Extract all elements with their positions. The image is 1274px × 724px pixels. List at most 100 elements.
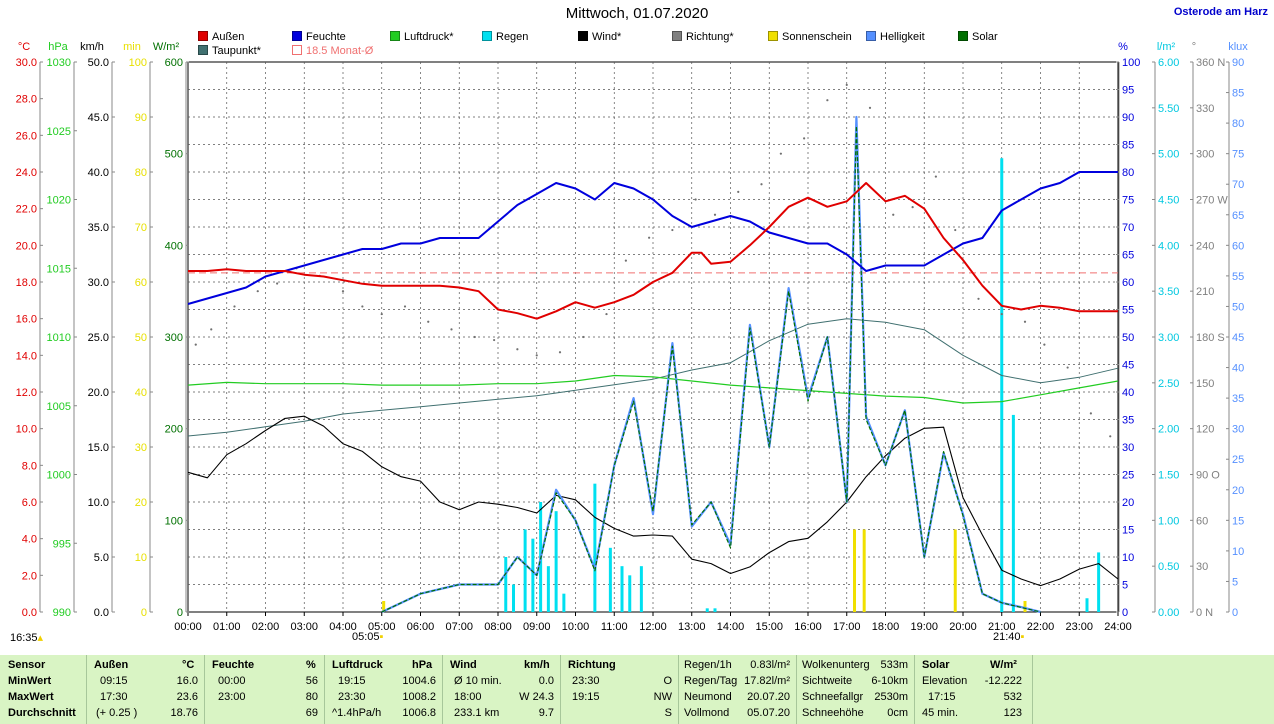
direction-tick-label: 360 N bbox=[1196, 57, 1225, 69]
direction-axis-unit: ° bbox=[1192, 41, 1196, 53]
direction-dot bbox=[694, 198, 697, 201]
direction-dot bbox=[276, 282, 279, 285]
direction-tick-label: 300 bbox=[1196, 149, 1214, 161]
direction-dot bbox=[535, 354, 538, 357]
legend-item-außen: Außen bbox=[198, 31, 244, 43]
sun-tick-label: 30 bbox=[135, 442, 147, 454]
sunshine-bar bbox=[853, 529, 856, 612]
pressure-tick-label: 1015 bbox=[47, 263, 71, 275]
x-tick-label: 17:00 bbox=[833, 621, 861, 633]
temp-tick-label: 22.0 bbox=[16, 204, 37, 216]
wind-tick-label: 45.0 bbox=[88, 112, 109, 124]
regen-label-tag: Regen/Tag bbox=[684, 675, 738, 687]
rain-bar bbox=[1000, 158, 1004, 612]
pressure-tick-label: 1010 bbox=[47, 332, 71, 344]
temp-tick-label: 30.0 bbox=[16, 57, 37, 69]
solar-tick-label: 100 bbox=[165, 515, 183, 527]
humidity-tick-label: 5 bbox=[1122, 580, 1128, 592]
weather-chart: 00:00 01:00 02:00 03:00 04:00 05:00 06:00 07:00… bbox=[16, 41, 1249, 633]
location-label[interactable]: Osterode am Harz bbox=[1173, 6, 1268, 18]
stats-table: Sensor MinWert MaxWert Durchschnitt Auße… bbox=[0, 655, 1274, 724]
wind-tick-label: 0.0 bbox=[94, 607, 109, 619]
sunrise-marker: 05:05▪ bbox=[352, 631, 384, 643]
humidity-tick-label: 20 bbox=[1122, 497, 1134, 509]
direction-dot bbox=[934, 175, 937, 178]
sun-tick-label: 80 bbox=[135, 167, 147, 179]
humidity-tick-label: 0 bbox=[1122, 607, 1128, 619]
brightness-tick-label: 65 bbox=[1232, 210, 1244, 222]
x-tick-label: 11:00 bbox=[601, 621, 628, 633]
sensor-header: Sensor bbox=[8, 659, 46, 671]
humidity-tick-label: 50 bbox=[1122, 332, 1134, 344]
legend-label: Solar bbox=[972, 31, 998, 43]
wind-line bbox=[187, 415, 1119, 587]
humidity-tick-label: 85 bbox=[1122, 140, 1134, 152]
x-tick-label: 18:00 bbox=[872, 621, 900, 633]
wolken-label-schneehoehe: Schneehöhe bbox=[802, 707, 864, 719]
humidity-tick-label: 60 bbox=[1122, 277, 1134, 289]
legend-item-richtung: Richtung* bbox=[672, 31, 734, 43]
luftdruck-header: Luftdruck bbox=[332, 659, 383, 671]
legend-label: Helligkeit bbox=[880, 31, 925, 43]
rain-tick-label: 2.00 bbox=[1158, 424, 1179, 436]
brightness-tick-label: 10 bbox=[1232, 546, 1244, 558]
direction-dot bbox=[713, 213, 717, 216]
dewpoint-line bbox=[187, 318, 1119, 437]
rain-tick-label: 5.00 bbox=[1158, 149, 1179, 161]
humidity-tick-label: 25 bbox=[1122, 470, 1134, 482]
solar-label-elevation: Elevation bbox=[922, 675, 968, 687]
humidity-tick-label: 75 bbox=[1122, 195, 1134, 207]
direction-tick-label: 270 W bbox=[1196, 195, 1228, 207]
wind-avg-value: 9.7 bbox=[538, 707, 554, 719]
luftdruck-min-time: 19:15 bbox=[338, 675, 366, 687]
wind-min-value: 0.0 bbox=[538, 675, 554, 687]
humidity-axis-unit: % bbox=[1118, 41, 1128, 53]
pressure-tick-label: 1020 bbox=[47, 195, 71, 207]
solar-tick-label: 200 bbox=[165, 424, 183, 436]
richtung-min-time: 23:30 bbox=[572, 675, 600, 687]
richtung-min-value: O bbox=[663, 675, 672, 687]
brightness-tick-label: 40 bbox=[1232, 363, 1244, 375]
rain-tick-label: 0.50 bbox=[1158, 561, 1179, 573]
regen-value-neumond: 20.07.20 bbox=[747, 691, 790, 703]
pressure-tick-label: 1005 bbox=[47, 401, 71, 413]
legend-item-taupunkt: Taupunkt* bbox=[198, 45, 261, 57]
rain-bar bbox=[531, 538, 535, 612]
legend-item-wind: Wind* bbox=[578, 31, 621, 43]
sunshine-bar bbox=[382, 601, 386, 612]
solar-max-time: 17:15 bbox=[928, 691, 956, 703]
luftdruck-unit: hPa bbox=[412, 659, 433, 671]
aussen-max-value: 23.6 bbox=[176, 691, 198, 703]
legend-swatch bbox=[292, 45, 302, 55]
x-tick-label: 06:00 bbox=[407, 621, 435, 633]
brightness-axis-unit: klux bbox=[1228, 41, 1248, 53]
solar-tick-label: 600 bbox=[165, 57, 183, 69]
richtung-avg-value: S bbox=[664, 707, 672, 719]
legend-swatch bbox=[292, 31, 302, 41]
legend-swatch bbox=[866, 31, 876, 41]
legend-item-sonnenschein: Sonnenschein bbox=[768, 31, 852, 43]
legend-label: Luftdruck* bbox=[404, 31, 454, 43]
x-tick-label: 19:00 bbox=[910, 621, 938, 633]
x-tick-label: 01:00 bbox=[213, 621, 241, 633]
temp-axis-unit: °C bbox=[18, 41, 30, 53]
sun-tick-label: 90 bbox=[135, 112, 147, 124]
x-tick-label: 21:00 bbox=[988, 621, 1016, 633]
x-tick-label: 10:00 bbox=[562, 621, 590, 633]
direction-dot bbox=[648, 236, 651, 239]
sun-tick-label: 70 bbox=[135, 222, 147, 234]
aussen-unit: °C bbox=[182, 659, 195, 671]
brightness-tick-label: 20 bbox=[1232, 485, 1244, 497]
pressure-tick-label: 1025 bbox=[47, 126, 71, 138]
legend-label: Regen bbox=[496, 31, 529, 43]
rain-bar bbox=[620, 566, 624, 612]
aussen-avg-value: 18.76 bbox=[170, 707, 198, 719]
x-tick-label: 00:00 bbox=[174, 621, 202, 633]
legend-swatch bbox=[198, 31, 208, 41]
temp-tick-label: 14.0 bbox=[16, 350, 37, 362]
row-label-avg: Durchschnitt bbox=[8, 707, 76, 719]
luftdruck-trend: ^1.4hPa/h bbox=[332, 707, 382, 719]
solar-value-elevation: -12.222 bbox=[984, 675, 1022, 687]
solar-value-45min: 123 bbox=[1003, 707, 1022, 719]
brightness-tick-label: 80 bbox=[1232, 118, 1244, 130]
